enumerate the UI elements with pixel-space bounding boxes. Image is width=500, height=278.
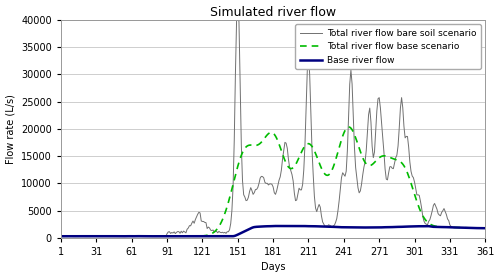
Total river flow bare soil scenario (70, 235, 76, 238)
Total river flow bare soil scenario (58, 235, 64, 238)
Total river flow bare soil scenario (326, 223, 332, 227)
Line: Base river flow: Base river flow (61, 226, 486, 236)
Line: Total river flow bare soil scenario: Total river flow bare soil scenario (61, 20, 486, 236)
Total river flow base scenario (482, 227, 488, 230)
Total river flow bare soil scenario (302, 143, 308, 147)
Base river flow (70, 235, 76, 238)
Total river flow bare soil scenario (123, 235, 129, 238)
Total river flow base scenario (58, 235, 64, 238)
Base river flow (290, 224, 296, 228)
Title: Simulated river flow: Simulated river flow (210, 6, 336, 19)
Total river flow bare soil scenario (234, 18, 239, 21)
Base river flow (137, 235, 143, 238)
Line: Total river flow base scenario: Total river flow base scenario (61, 127, 486, 236)
Total river flow base scenario (149, 235, 155, 238)
Total river flow base scenario (301, 146, 307, 149)
Total river flow bare soil scenario (316, 203, 322, 206)
Base river flow (482, 227, 488, 230)
Total river flow base scenario (315, 158, 321, 161)
Total river flow base scenario (70, 235, 76, 238)
Total river flow bare soil scenario (433, 205, 439, 208)
Base river flow (302, 224, 308, 228)
Total river flow base scenario (324, 174, 330, 177)
Total river flow base scenario (137, 235, 143, 238)
Base river flow (326, 225, 332, 228)
Y-axis label: Flow rate (L/s): Flow rate (L/s) (6, 94, 16, 164)
Base river flow (433, 225, 439, 229)
Base river flow (226, 235, 232, 238)
Base river flow (316, 225, 322, 228)
Total river flow bare soil scenario (138, 235, 144, 238)
Legend: Total river flow bare soil scenario, Total river flow base scenario, Base river : Total river flow bare soil scenario, Tot… (295, 24, 480, 69)
Total river flow base scenario (346, 125, 352, 129)
X-axis label: Days: Days (261, 262, 285, 272)
Total river flow bare soil scenario (482, 227, 488, 230)
Total river flow base scenario (433, 225, 439, 228)
Base river flow (58, 235, 64, 238)
